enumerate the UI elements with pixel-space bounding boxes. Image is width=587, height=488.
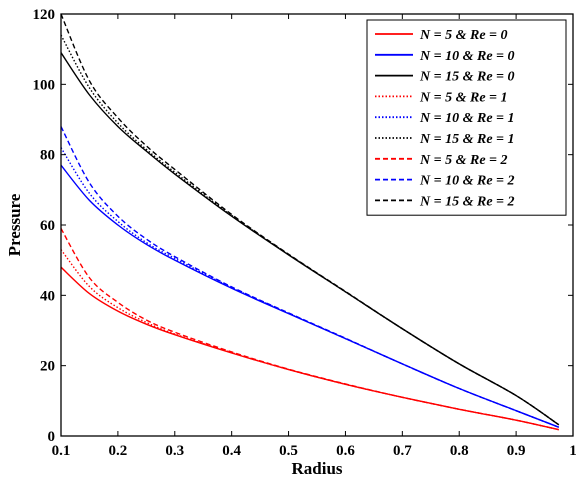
y-tick-label: 100 — [33, 77, 56, 93]
series-line-1 — [60, 266, 559, 431]
legend-label-4: N = 5 & Re = 1 — [419, 90, 508, 105]
y-tick-label: 120 — [33, 7, 56, 23]
y-tick-label: 0 — [48, 429, 56, 445]
x-tick-label: 0.3 — [165, 443, 184, 459]
x-tick-label: 0.2 — [109, 443, 128, 459]
legend-label-5: N = 10 & Re = 1 — [419, 111, 515, 126]
x-tick-label: 0.7 — [393, 443, 412, 459]
y-tick-label: 60 — [40, 218, 55, 234]
x-tick-label: 0.8 — [450, 443, 469, 459]
series-line-9 — [60, 13, 560, 426]
series-line-8 — [60, 126, 560, 428]
legend-label-7: N = 5 & Re = 2 — [419, 153, 508, 168]
x-tick-label: 0.1 — [52, 443, 71, 459]
x-tick-label: 1 — [569, 443, 577, 459]
y-tick-label: 80 — [40, 148, 55, 164]
y-tick-label: 40 — [40, 288, 55, 304]
x-tick-label: 0.5 — [279, 443, 298, 459]
x-axis-label: Radius — [291, 459, 342, 478]
y-axis-label: Pressure — [5, 193, 24, 256]
legend-label-1: N = 5 & Re = 0 — [419, 28, 508, 43]
x-tick-label: 0.9 — [507, 443, 526, 459]
x-tick-label: 0.4 — [222, 443, 241, 459]
legend-label-6: N = 15 & Re = 1 — [419, 132, 515, 147]
legend: N = 5 & Re = 0 N = 10 & Re = 0 N = 15 & Re… — [366, 19, 567, 216]
legend-label-8: N = 10 & Re = 2 — [419, 174, 515, 189]
legend-label-2: N = 10 & Re = 0 — [419, 49, 515, 64]
series-line-7 — [60, 228, 559, 431]
legend-label-9: N = 15 & Re = 2 — [419, 194, 515, 209]
series-lines — [60, 13, 560, 431]
axis-ticks: 0.1 0.2 0.3 0.4 0.5 0.6 0.7 0.8 0.9 1 0 20 40 60 80 100… — [33, 7, 577, 459]
series-line-4 — [60, 249, 559, 431]
x-tick-label: 0.6 — [336, 443, 355, 459]
y-tick-label: 20 — [40, 359, 55, 375]
legend-label-3: N = 15 & Re = 0 — [419, 70, 515, 85]
